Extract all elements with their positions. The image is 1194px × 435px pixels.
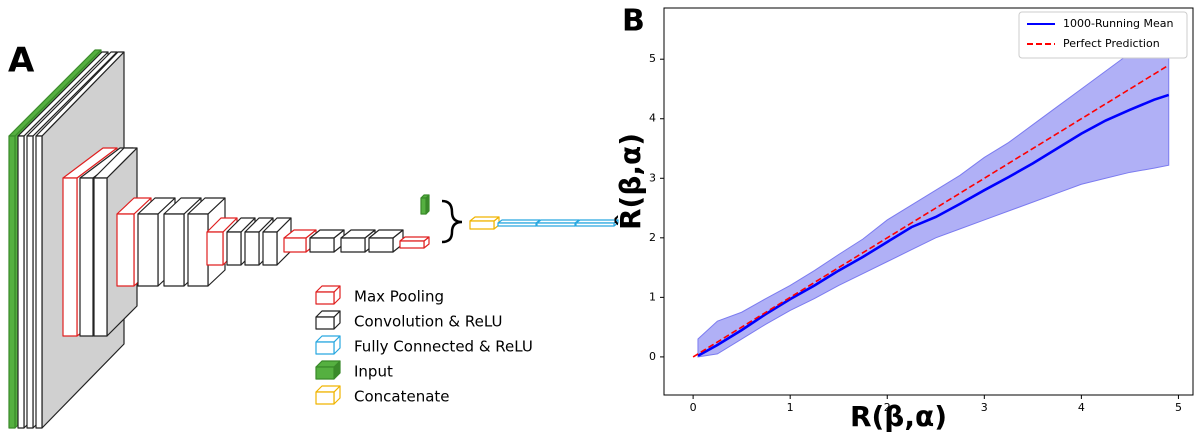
block-front bbox=[283, 237, 307, 253]
legend-label: 1000-Running Mean bbox=[1063, 17, 1174, 30]
block-front bbox=[8, 135, 16, 429]
block-front bbox=[226, 231, 242, 266]
block-front bbox=[420, 197, 427, 215]
band bbox=[697, 28, 1170, 358]
layer-block bbox=[315, 310, 341, 330]
block-front bbox=[469, 220, 495, 230]
block-front bbox=[497, 222, 537, 227]
layer-block bbox=[315, 335, 341, 355]
block-front bbox=[93, 177, 108, 337]
block-front bbox=[244, 231, 260, 266]
x-tick-label: 2 bbox=[884, 401, 891, 414]
block-front bbox=[315, 291, 335, 305]
block-front bbox=[62, 177, 78, 337]
block-front bbox=[315, 391, 335, 405]
legend-label: Concatenate bbox=[354, 388, 450, 406]
legend-label: Fully Connected & ReLU bbox=[354, 338, 533, 356]
brace bbox=[441, 199, 463, 244]
x-tick-label: 1 bbox=[787, 401, 794, 414]
block-front bbox=[79, 177, 94, 337]
panel-label: B bbox=[622, 4, 645, 39]
y-axis-label: R̂(β,α) bbox=[614, 133, 647, 230]
block-front bbox=[399, 240, 425, 249]
block-front bbox=[137, 213, 159, 287]
block-front bbox=[575, 222, 615, 227]
chart: 0 1 2 3 4 5 0 1 2 3 4 5 R(β,α) R̂(β,α) 1000-Running Me… bbox=[614, 7, 1194, 433]
x-tick-label: 0 bbox=[690, 401, 697, 414]
x-tick-label: 5 bbox=[1175, 401, 1182, 414]
layer-block bbox=[469, 216, 500, 230]
block-front bbox=[340, 237, 366, 253]
legend-box bbox=[1018, 11, 1188, 59]
block-front bbox=[206, 231, 224, 266]
block-front bbox=[187, 213, 209, 287]
block-front bbox=[315, 366, 335, 380]
layer-block bbox=[399, 236, 430, 249]
legend-label: Convolution & ReLU bbox=[354, 313, 502, 331]
block-front bbox=[163, 213, 185, 287]
block-front bbox=[368, 237, 394, 253]
layer-block bbox=[368, 229, 404, 253]
plot-frame bbox=[663, 7, 1194, 396]
block-front bbox=[262, 231, 278, 266]
cnn-diagram: Max Pooling Convolution & ReLU Fully Conne… bbox=[8, 49, 619, 429]
block-front bbox=[116, 213, 135, 287]
block-front bbox=[309, 237, 335, 253]
series-line bbox=[697, 93, 1170, 357]
series-line bbox=[692, 64, 1170, 358]
legend-label: Max Pooling bbox=[354, 288, 444, 306]
y-tick-label: 1 bbox=[649, 290, 656, 303]
block-front bbox=[315, 341, 335, 355]
block-front bbox=[35, 135, 43, 429]
layer-block bbox=[315, 285, 341, 305]
y-tick-label: 2 bbox=[649, 231, 656, 244]
layer-block bbox=[283, 229, 317, 253]
y-tick-label: 4 bbox=[649, 112, 656, 125]
panel-label: A bbox=[8, 41, 35, 81]
y-tick-label: 3 bbox=[649, 171, 656, 184]
layer-block bbox=[420, 194, 430, 215]
layer-block bbox=[497, 219, 541, 227]
x-tick-label: 4 bbox=[1078, 401, 1085, 414]
block-front bbox=[26, 135, 34, 429]
layer-block bbox=[575, 219, 619, 227]
layer-block bbox=[309, 229, 345, 253]
layer-block bbox=[315, 360, 341, 380]
legend-label: Input bbox=[354, 363, 393, 381]
block-front bbox=[17, 135, 25, 429]
x-tick-label: 3 bbox=[981, 401, 988, 414]
x-axis-label: R(β,α) bbox=[850, 400, 947, 433]
y-tick-label: 5 bbox=[649, 52, 656, 65]
block-front bbox=[315, 316, 335, 330]
legend-label: Perfect Prediction bbox=[1063, 37, 1160, 50]
block-front bbox=[536, 222, 576, 227]
layer-block bbox=[315, 385, 341, 405]
layer-block bbox=[536, 219, 580, 227]
y-tick-label: 0 bbox=[649, 350, 656, 363]
